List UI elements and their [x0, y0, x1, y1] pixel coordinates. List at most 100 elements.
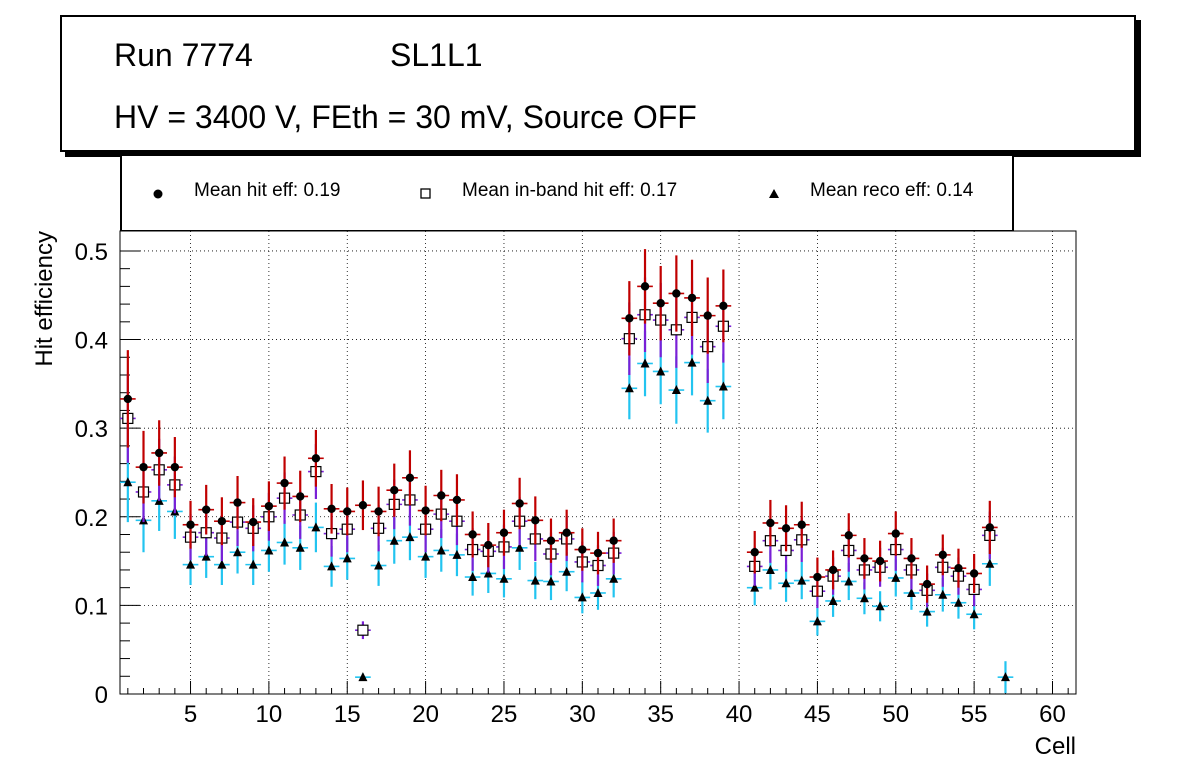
legend-inband-marker: [420, 188, 431, 199]
x-tick-label: 25: [491, 701, 518, 728]
hit-eff-point: [621, 281, 638, 356]
hit-eff-marker: [844, 531, 853, 540]
hit-eff-point: [652, 266, 669, 341]
hit-eff-marker: [891, 529, 900, 538]
hit-eff-point: [574, 528, 591, 571]
hit-eff-point: [355, 480, 371, 531]
title-box: Run 7774 SL1L1 HV = 3400 V, FEth = 30 mV…: [60, 15, 1136, 152]
reco-eff-marker: [280, 537, 290, 547]
reco-eff-marker: [421, 551, 431, 561]
x-tick-label: 10: [256, 701, 283, 728]
hit-eff-point: [950, 548, 967, 588]
hit-eff-point: [668, 255, 685, 332]
x-tick-label: 35: [647, 701, 674, 728]
reco-eff-point: [308, 502, 324, 553]
hit-eff-point: [402, 450, 418, 506]
hit-eff-marker: [938, 550, 947, 560]
reco-eff-marker: [797, 575, 807, 585]
legend-hit-label: Mean hit eff: 0.19: [194, 180, 341, 201]
hit-eff-point: [292, 470, 309, 523]
hit-eff-marker: [578, 545, 587, 554]
reco-eff-marker: [483, 568, 493, 578]
layer-label: SL1L1: [390, 37, 483, 73]
hit-eff-marker: [546, 536, 556, 545]
hit-eff-point: [386, 463, 403, 517]
reco-eff-marker: [389, 535, 399, 545]
hit-eff-point: [276, 456, 293, 510]
reco-eff-marker: [546, 576, 556, 586]
hit-eff-marker: [797, 520, 806, 529]
hit-eff-marker: [280, 478, 289, 488]
reco-eff-marker: [593, 587, 603, 597]
legend-reco-marker: [769, 189, 779, 198]
y-tick-label: 0.5: [75, 239, 108, 266]
hit-eff-point: [433, 469, 450, 522]
reco-eff-point: [574, 581, 591, 614]
hit-eff-point: [699, 277, 716, 354]
hit-eff-point: [167, 437, 183, 498]
hit-eff-point: [449, 474, 465, 526]
hit-eff-marker: [766, 518, 775, 528]
hit-eff-point: [558, 509, 575, 556]
reco-eff-point: [355, 672, 371, 682]
hit-eff-marker: [233, 498, 242, 507]
hit-eff-point: [825, 550, 841, 590]
hit-eff-point: [605, 518, 622, 563]
hit-eff-point: [919, 565, 935, 603]
reco-eff-marker: [217, 559, 227, 569]
reco-eff-point: [715, 353, 732, 420]
reco-eff-marker: [123, 477, 133, 487]
hit-eff-marker: [562, 528, 571, 537]
hit-eff-point: [856, 538, 873, 579]
hit-eff-point: [339, 487, 356, 536]
data-points: [120, 249, 1014, 694]
hit-eff-point: [511, 477, 528, 530]
reco-eff-marker: [311, 522, 321, 532]
hit-eff-marker: [484, 540, 493, 550]
hit-eff-marker: [531, 516, 540, 525]
reco-eff-marker: [640, 358, 650, 368]
hit-eff-marker: [264, 501, 274, 511]
reco-eff-marker: [985, 558, 995, 568]
hit-eff-marker: [515, 499, 524, 508]
legend-reco-label: Mean reco eff: 0.14: [810, 180, 974, 201]
inband-eff-point: [355, 621, 371, 640]
hit-eff-marker: [374, 507, 383, 516]
hit-eff-marker: [327, 504, 336, 513]
hit-eff-marker: [656, 299, 665, 308]
reco-eff-marker: [781, 578, 791, 588]
y-tick-label: 0.3: [75, 416, 108, 443]
hit-eff-point: [872, 540, 888, 582]
hit-eff-point: [151, 420, 168, 486]
conditions-label: HV = 3400 V, FEth = 30 mV, Source OFF: [114, 99, 697, 135]
hit-eff-series: [120, 249, 998, 603]
y-tick-label: 0: [95, 682, 108, 709]
x-tick-label: 45: [804, 701, 831, 728]
reco-eff-marker: [875, 601, 885, 611]
reco-eff-marker: [264, 545, 274, 555]
reco-eff-marker: [530, 575, 540, 585]
hit-eff-point: [840, 513, 857, 558]
hit-eff-marker: [922, 579, 932, 589]
axis-ticks: 5 10 15 20 25 30 35 40 45 50 55 60 0 0.1 0.2 0.3 0.4 0.5: [75, 239, 1069, 728]
x-tick-label: 55: [961, 701, 988, 728]
reco-eff-marker: [906, 587, 916, 597]
grid: [120, 231, 1076, 695]
reco-eff-marker: [295, 542, 305, 552]
inband-eff-series: [120, 277, 998, 640]
hit-eff-point: [966, 553, 982, 593]
hit-eff-marker: [139, 462, 148, 472]
hit-eff-marker: [186, 520, 195, 529]
hit-eff-marker: [687, 293, 697, 303]
hit-eff-point: [934, 534, 951, 576]
hit-eff-point: [120, 350, 136, 448]
hit-eff-marker: [499, 528, 509, 537]
reco-eff-marker: [562, 566, 572, 576]
reco-eff-point: [872, 591, 888, 622]
hit-eff-marker: [249, 517, 258, 527]
hit-eff-marker: [672, 289, 681, 298]
hit-eff-marker: [170, 462, 180, 472]
reco-eff-marker: [891, 572, 901, 582]
reco-eff-marker: [687, 357, 697, 367]
hit-eff-marker: [609, 536, 618, 545]
